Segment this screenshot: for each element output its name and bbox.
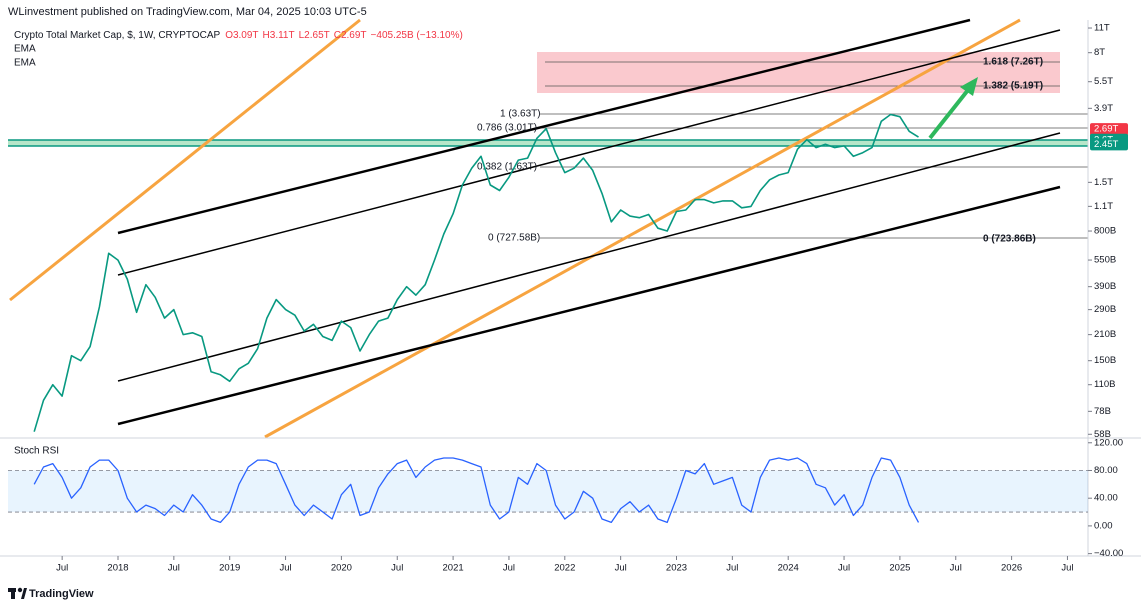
- x-tick-label: 2025: [889, 563, 910, 574]
- y-tick-label: 1.1T: [1094, 201, 1113, 212]
- footer-brand: TradingView: [29, 588, 94, 600]
- logo-part: [17, 587, 23, 593]
- channel-line: [117, 29, 1061, 276]
- price-label-bg: [1090, 138, 1128, 151]
- x-tick-label: Jul: [726, 563, 738, 574]
- y-tick-label: 390B: [1094, 281, 1116, 292]
- fib-label: 1.618 (7.26T): [983, 57, 1043, 68]
- channel-line: [117, 18, 971, 235]
- y-tick-label: 1.5T: [1094, 177, 1113, 188]
- x-tick-label: Jul: [615, 563, 627, 574]
- channels: [9, 18, 1061, 439]
- x-tick-label: 2018: [107, 563, 128, 574]
- indicator-label: EMA: [14, 44, 36, 55]
- x-tick-label: Jul: [279, 563, 291, 574]
- support-zone: [8, 140, 1088, 146]
- y-tick-label: 110B: [1094, 379, 1115, 390]
- y-tick-label: 5.5T: [1094, 76, 1113, 87]
- y-tick-label: 290B: [1094, 304, 1116, 315]
- stoch-tick-label: −40.00: [1094, 548, 1123, 559]
- x-tick-label: 2022: [554, 563, 575, 574]
- fib-label: 0 (727.58B): [488, 233, 540, 244]
- stoch-tick-label: 0.00: [1094, 520, 1113, 531]
- indicator-label: EMA: [14, 58, 36, 69]
- legend-ohlc: H3.11T: [263, 30, 295, 41]
- y-tick-label: 210B: [1094, 329, 1116, 340]
- y-tick-label: 78B: [1094, 406, 1111, 417]
- channel-line: [117, 132, 1061, 382]
- x-tick-label: Jul: [391, 563, 403, 574]
- arrow-head: [960, 77, 978, 96]
- publish-header: WLinvestment published on TradingView.co…: [8, 6, 367, 18]
- x-tick-label: Jul: [503, 563, 515, 574]
- x-tick-label: Jul: [1061, 563, 1073, 574]
- fib-label: 1.382 (5.19T): [983, 81, 1043, 92]
- channel-line: [117, 185, 1061, 426]
- target-zone: [537, 52, 1060, 93]
- y-tick-label: 800B: [1094, 226, 1116, 237]
- y-tick-label: 150B: [1094, 355, 1116, 366]
- x-tick-label: 2019: [219, 563, 240, 574]
- legend-ohlc: C2.69T: [334, 30, 367, 41]
- legend-ohlc: L2.65T: [299, 30, 330, 41]
- y-tick-label: 550B: [1094, 255, 1116, 266]
- stoch-tick-label: 120.00: [1094, 437, 1123, 448]
- x-tick-label: 2026: [1001, 563, 1022, 574]
- stoch-tick-label: 80.00: [1094, 465, 1118, 476]
- x-tick-label: 2023: [666, 563, 687, 574]
- x-tick-label: Jul: [838, 563, 850, 574]
- legend-change: −405.25B (−13.10%): [371, 30, 463, 41]
- y-tick-label: 11T: [1094, 23, 1110, 34]
- stoch-title: Stoch RSI: [14, 446, 59, 457]
- legend-ohlc: O3.09T: [225, 30, 258, 41]
- x-tick-label: 2021: [443, 563, 464, 574]
- footer-logo: [8, 587, 27, 599]
- fib-label: 0.786 (3.01T): [477, 123, 537, 134]
- fib-label: 1 (3.63T): [500, 109, 541, 120]
- channel-line: [9, 18, 361, 302]
- stoch-line: [33, 457, 920, 524]
- price-label: 2.45T: [1094, 139, 1118, 150]
- price-line: [33, 113, 919, 432]
- legend: Crypto Total Market Cap, $, 1W, CRYPTOCA…: [14, 30, 463, 41]
- legend-title: Crypto Total Market Cap, $, 1W, CRYPTOCA…: [14, 30, 221, 41]
- x-tick-label: Jul: [168, 563, 180, 574]
- y-tick-label: 8T: [1094, 47, 1105, 58]
- arrow-shaft: [928, 88, 970, 140]
- price-label: 2.69T: [1094, 124, 1118, 135]
- y-tick-label: 3.9T: [1094, 103, 1113, 114]
- logo-part: [21, 588, 27, 599]
- y-tick-label: 58B: [1094, 429, 1111, 440]
- x-tick-label: Jul: [950, 563, 962, 574]
- x-tick-label: Jul: [56, 563, 68, 574]
- logo-part: [11, 588, 15, 599]
- price-label-bg: [1090, 123, 1128, 136]
- channel-line: [264, 18, 1021, 439]
- fib-label: 0 (723.86B): [983, 234, 1036, 245]
- x-tick-label: 2024: [778, 563, 799, 574]
- x-tick-label: 2020: [331, 563, 352, 574]
- fib-label: 0.382 (1.63T): [477, 162, 537, 173]
- stoch-tick-label: 40.00: [1094, 493, 1118, 504]
